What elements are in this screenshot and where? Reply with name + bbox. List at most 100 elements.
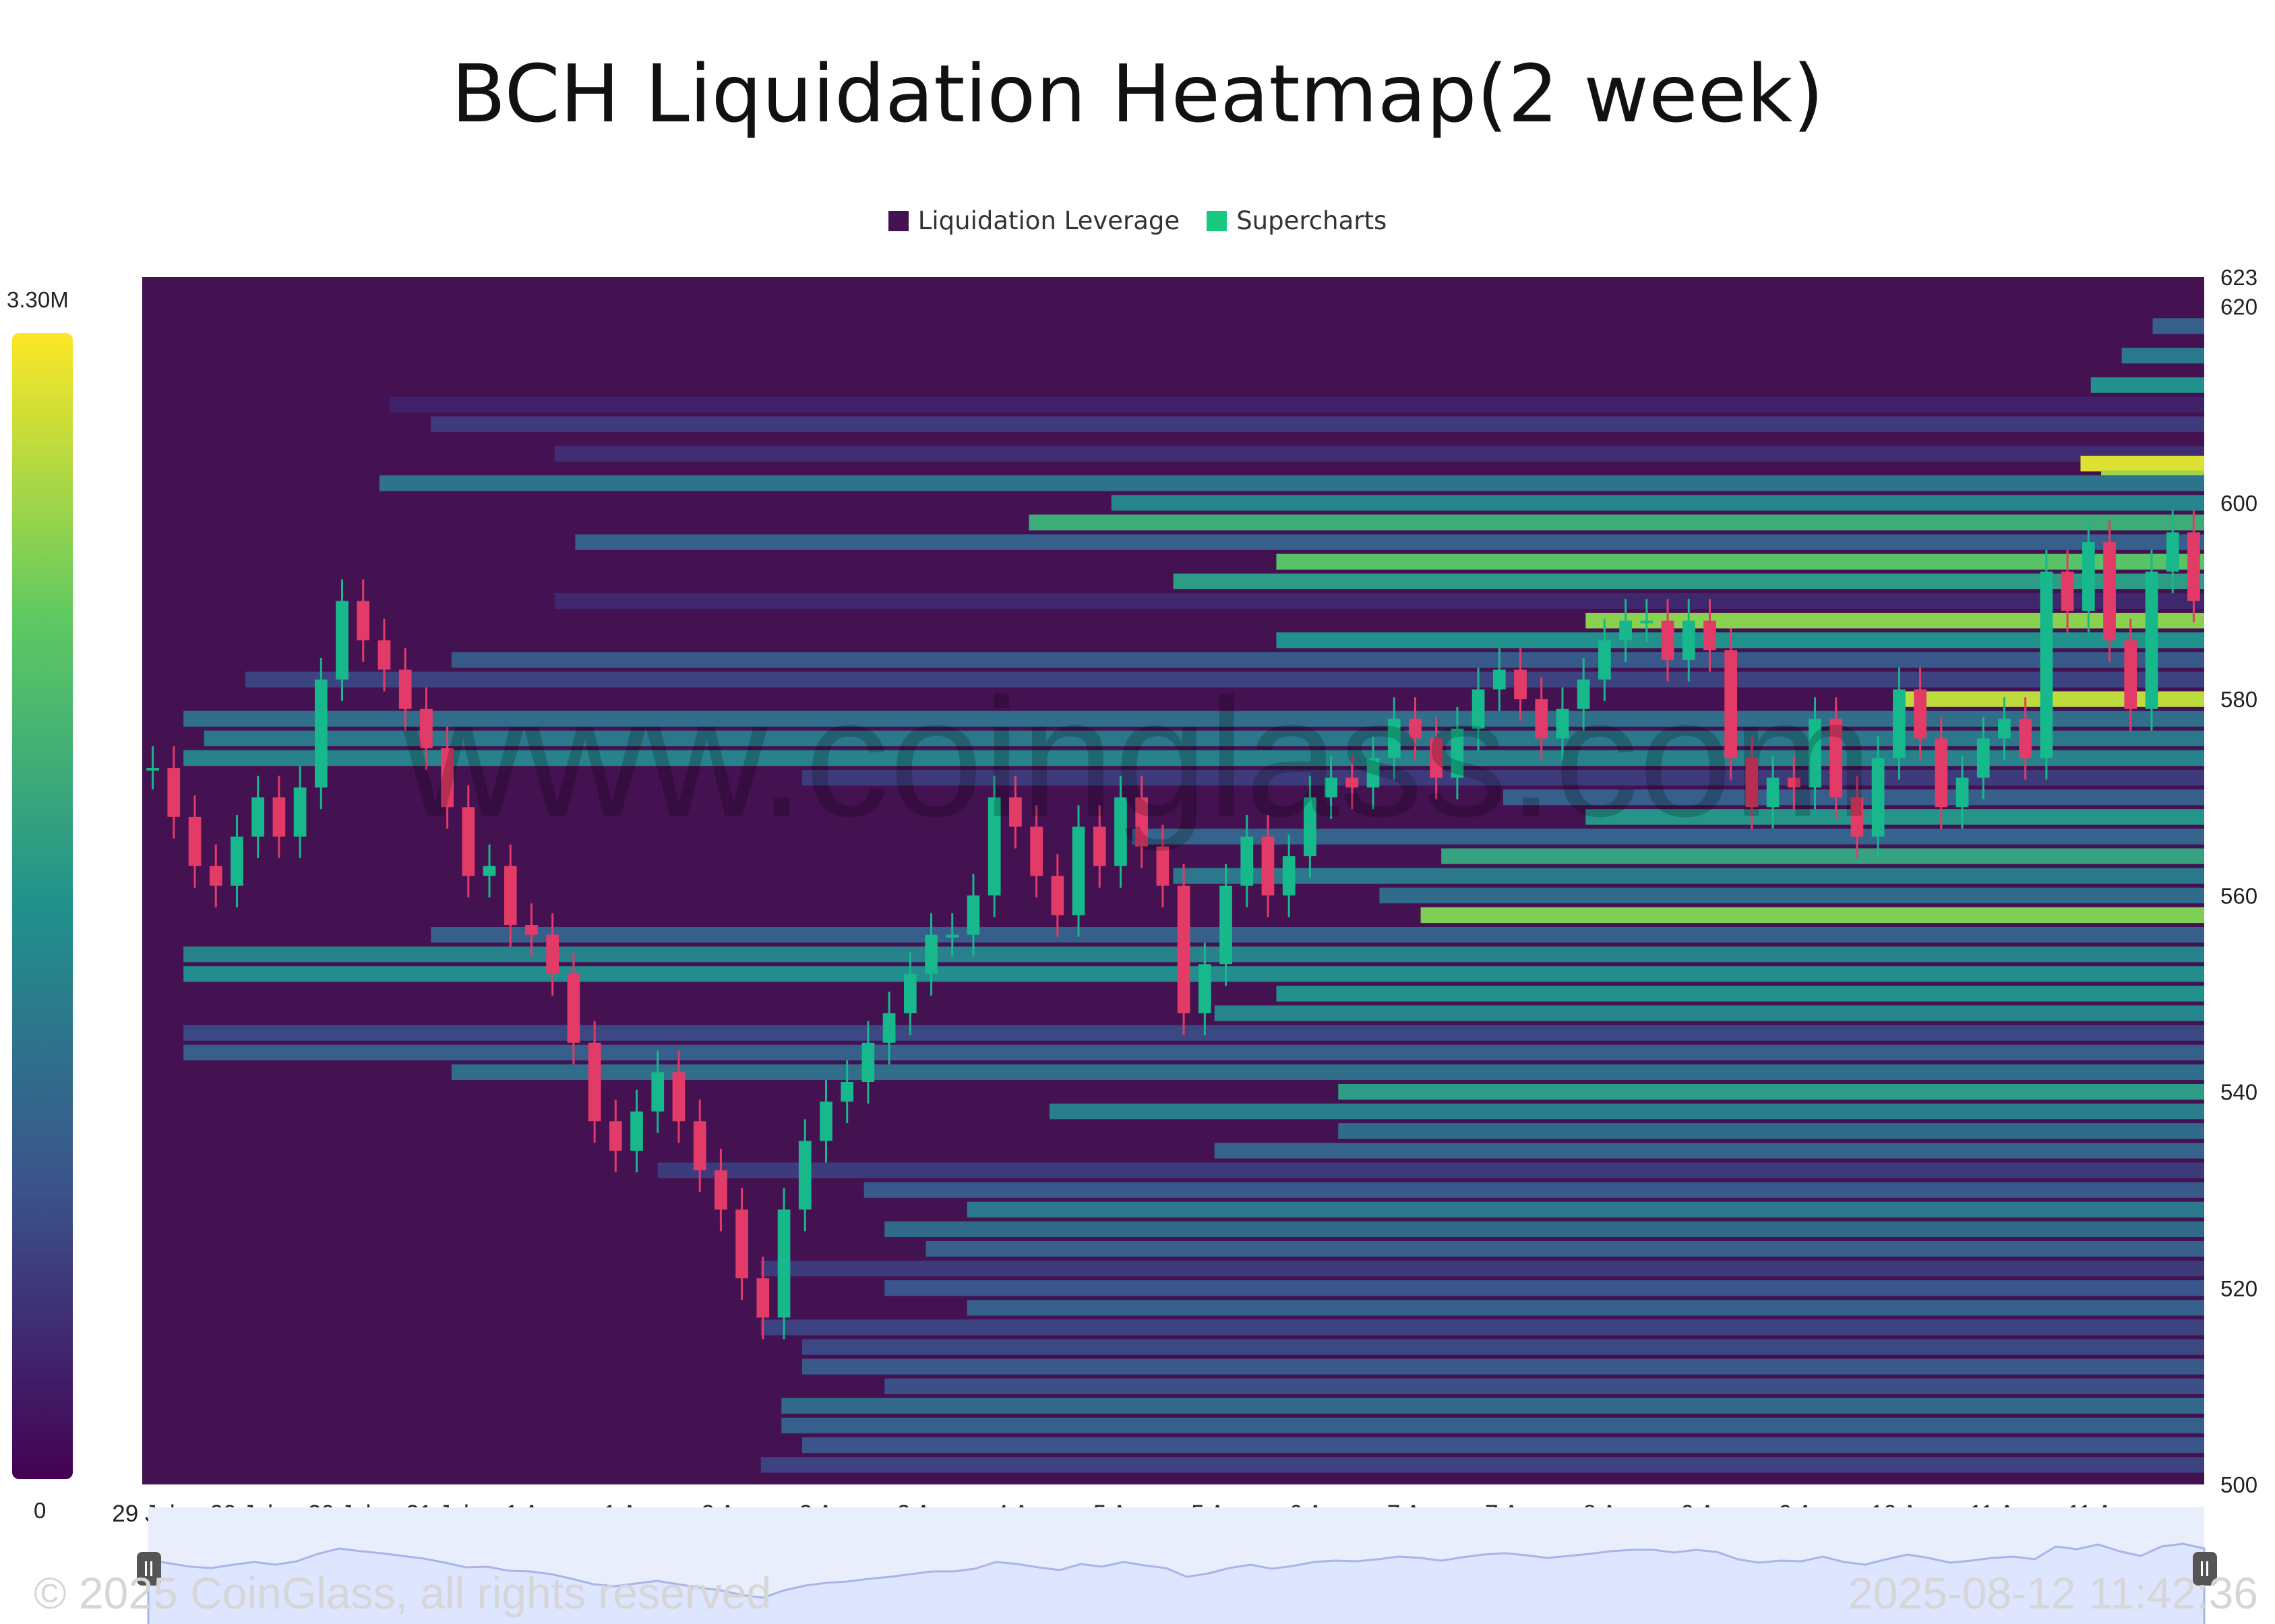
legend-label-supercharts: Supercharts: [1236, 206, 1387, 235]
candle-body: [2187, 532, 2200, 601]
candle-body: [314, 680, 328, 788]
candle-body: [231, 836, 243, 886]
candle-body: [1366, 758, 1380, 788]
y-tick-label: 600: [2220, 491, 2257, 516]
candle-body: [1766, 777, 1780, 808]
candle-body: [1261, 836, 1275, 896]
candle-body: [1114, 797, 1127, 866]
candle-body: [1135, 797, 1149, 847]
legend-item-supercharts[interactable]: Supercharts: [1207, 206, 1387, 235]
heat-band: [183, 966, 2205, 982]
candle-body: [357, 601, 370, 640]
heat-band: [967, 1201, 2204, 1217]
heat-band: [1111, 495, 2204, 511]
candle-body: [903, 973, 917, 1014]
heat-band: [1132, 829, 2204, 845]
heat-band: [431, 926, 2204, 943]
colorbar-min-label: 0: [34, 1498, 46, 1523]
heat-band: [431, 416, 2204, 433]
candle-body: [1556, 709, 1569, 739]
candle-body: [777, 1209, 791, 1318]
navigator-right-handle[interactable]: [2193, 1552, 2217, 1586]
candle-body: [188, 816, 202, 866]
heat-band: [801, 1358, 2205, 1375]
candle-body: [1577, 680, 1590, 709]
heat-band: [801, 1339, 2205, 1355]
heat-band: [760, 1457, 2204, 1473]
candle-body: [1409, 719, 1422, 739]
candle-body: [2061, 571, 2074, 611]
candle-body: [1598, 640, 1611, 680]
heat-band: [2090, 377, 2204, 393]
candle-body: [1325, 777, 1337, 798]
candle-body: [1030, 826, 1043, 876]
candle-body: [1976, 738, 1990, 778]
candle-body: [820, 1102, 832, 1141]
candle-body: [336, 601, 348, 680]
y-tick-label: 620: [2220, 295, 2257, 320]
heat-band: [379, 475, 2205, 491]
candle-body: [756, 1278, 770, 1318]
heat-band: [1276, 986, 2204, 1002]
heat-band: [801, 769, 2205, 786]
candle-body: [2166, 532, 2179, 572]
heat-band: [183, 946, 2205, 963]
candle-body: [1387, 719, 1401, 758]
heat-band: [245, 671, 2205, 688]
heat-band: [451, 652, 2204, 668]
candle-body: [1093, 826, 1106, 866]
y-axis: 623 620 600 580 560 540 520 500: [2220, 265, 2257, 1497]
heat-band: [926, 1240, 2204, 1257]
candle-body: [861, 1042, 875, 1082]
candle-body: [1724, 650, 1738, 758]
colorbar-gradient: [12, 333, 73, 1479]
candle-body: [567, 973, 580, 1043]
candle-body: [841, 1082, 854, 1102]
heat-band: [1585, 809, 2204, 825]
candle-body: [2103, 542, 2116, 640]
y-tick-label: 520: [2220, 1276, 2257, 1301]
chart-title: BCH Liquidation Heatmap(2 week): [451, 47, 1824, 140]
heat-band: [204, 730, 2204, 747]
candle-body: [1745, 758, 1759, 808]
navigator-left-handle[interactable]: [137, 1552, 161, 1586]
candle-body: [1051, 876, 1064, 915]
candle-body: [420, 709, 433, 748]
legend-item-liquidation-leverage[interactable]: Liquidation Leverage: [888, 206, 1180, 235]
candle-body: [609, 1121, 622, 1151]
heat-band: [1214, 1143, 2204, 1159]
heat-bands: [183, 318, 2205, 1473]
candle-body: [1304, 797, 1316, 857]
y-tick-label: 580: [2220, 687, 2257, 712]
candle-body: [2145, 571, 2158, 709]
candle-body: [1345, 777, 1359, 788]
heat-band: [781, 1397, 2204, 1414]
heat-band: [575, 534, 2204, 550]
candle-body: [1787, 777, 1800, 788]
heat-band: [1338, 1083, 2204, 1100]
heat-band: [863, 1182, 2204, 1198]
candle-body: [1640, 620, 1654, 624]
heat-band: [1173, 868, 2204, 884]
heat-band: [183, 711, 2205, 727]
candle-body: [209, 866, 222, 886]
candle-body: [946, 934, 959, 938]
candle-body: [1871, 758, 1885, 837]
heat-band: [554, 446, 2204, 462]
candle-body: [1156, 846, 1170, 886]
candle-body: [1619, 620, 1632, 640]
candle-body: [1430, 738, 1443, 778]
candle-body: [967, 895, 980, 935]
candle-body: [1282, 856, 1296, 896]
candle-body: [1009, 797, 1022, 827]
candle-body: [504, 866, 517, 926]
range-navigator[interactable]: [137, 1507, 2217, 1624]
candle-body: [988, 797, 1001, 896]
candle-body: [293, 787, 307, 837]
heat-band: [183, 1044, 2205, 1060]
candle-body: [1240, 836, 1254, 886]
candle-body: [462, 807, 475, 876]
legend-swatch-supercharts: [1207, 210, 1227, 231]
